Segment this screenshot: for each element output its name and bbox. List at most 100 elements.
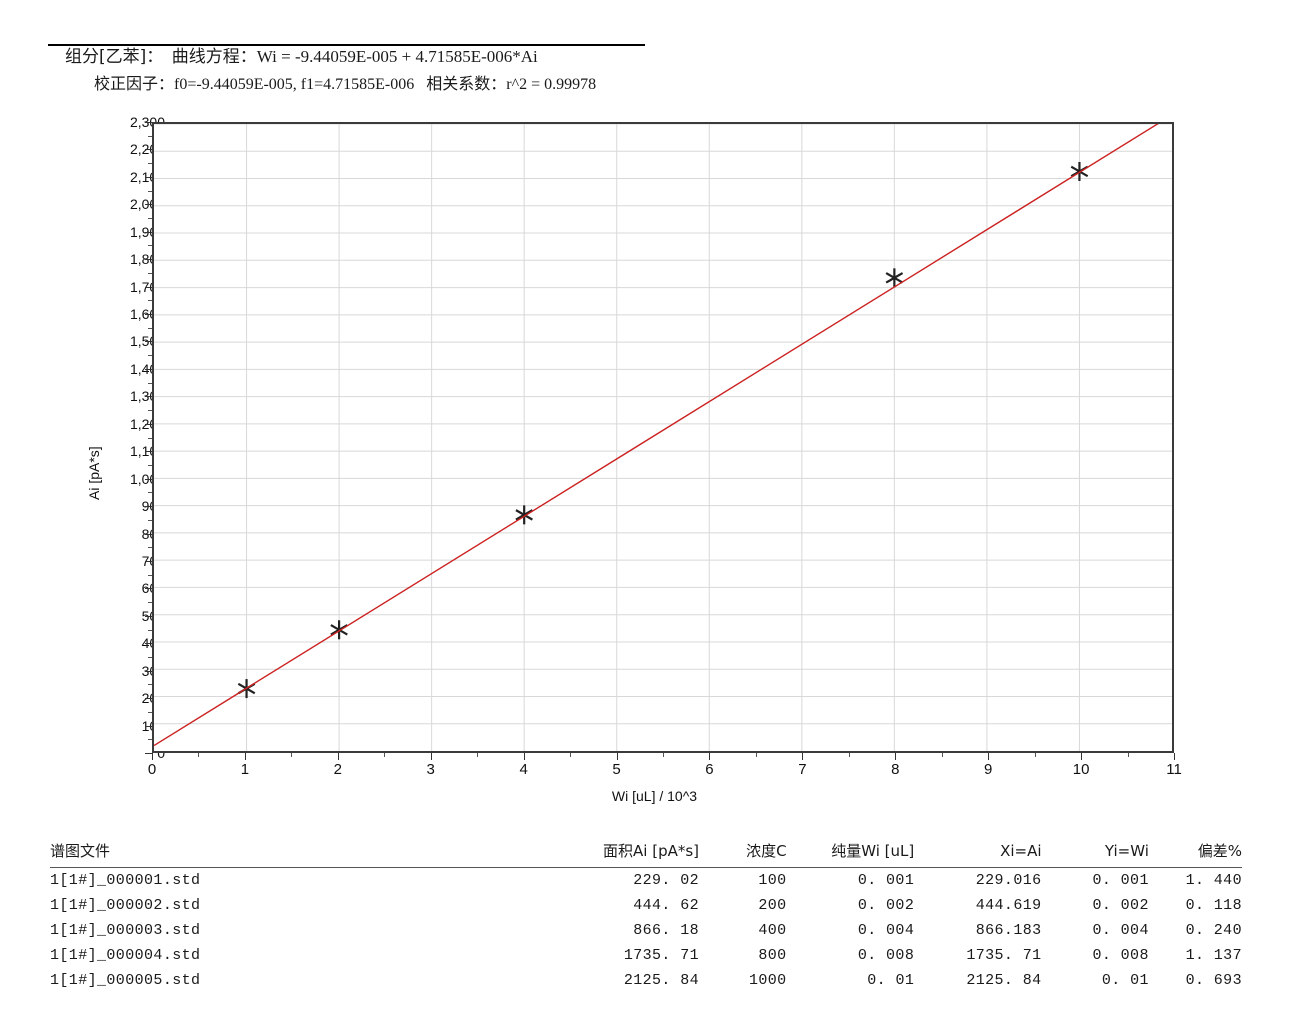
table-body: 1[1#]_000001.std 229. 02 100 0. 001 229.016 0… bbox=[50, 868, 1242, 994]
cell-area: 229. 02 bbox=[633, 872, 700, 889]
cell-yi: 0. 004 bbox=[1092, 922, 1149, 939]
x-tick-mark bbox=[152, 753, 153, 760]
y-tick-mark bbox=[145, 670, 152, 672]
y-tick-minor bbox=[148, 190, 152, 192]
x-tick-mark bbox=[616, 753, 618, 760]
y-tick-mark bbox=[145, 753, 152, 754]
x-tick-minor bbox=[1127, 753, 1129, 757]
cell-dev: 1. 440 bbox=[1185, 872, 1242, 889]
y-tick-mark bbox=[145, 478, 152, 480]
correction-factor-value: f0=-9.44059E-005, f1=4.71585E-006 bbox=[174, 76, 415, 93]
x-tick-mark bbox=[802, 753, 804, 760]
y-tick-mark bbox=[145, 341, 152, 343]
cell-xi: 866.183 bbox=[975, 922, 1042, 939]
y-tick-mark bbox=[145, 176, 152, 178]
y-tick-mark bbox=[145, 368, 152, 370]
x-tick-mark bbox=[430, 753, 432, 760]
header-underline bbox=[48, 44, 645, 46]
cell-conc: 100 bbox=[758, 872, 787, 889]
y-tick-minor bbox=[148, 711, 152, 713]
x-tick-mark bbox=[523, 753, 525, 760]
cell-area: 866. 18 bbox=[633, 922, 700, 939]
column-header-xi: Xi=Ai bbox=[1000, 841, 1042, 860]
x-tick-minor bbox=[198, 753, 200, 757]
y-tick-minor bbox=[148, 519, 152, 521]
table-row[interactable]: 1[1#]_000002.std 444. 62 200 0. 002 444.619 0… bbox=[50, 893, 1242, 918]
column-header-amount: 纯量Wi [uL] bbox=[831, 842, 915, 860]
cell-yi: 0. 002 bbox=[1092, 897, 1149, 914]
x-tick-minor bbox=[291, 753, 293, 757]
y-tick-minor bbox=[148, 574, 152, 576]
column-header-yi: Yi=Wi bbox=[1104, 841, 1149, 860]
x-tick-label: 4 bbox=[519, 761, 528, 778]
cell-file: 1[1#]_000004.std bbox=[50, 947, 201, 964]
x-tick-mark bbox=[1174, 753, 1175, 760]
table-row[interactable]: 1[1#]_000004.std 1735. 71 800 0. 008 1735. 7… bbox=[50, 943, 1242, 968]
table-head: 谱图文件 面积Ai [pA*s] 浓度C 纯量Wi [uL] Xi=Ai Yi=… bbox=[50, 838, 1242, 868]
y-tick-mark bbox=[145, 451, 152, 453]
y-tick-minor bbox=[148, 492, 152, 494]
y-tick-mark bbox=[145, 560, 152, 562]
correction-factor-label: 校正因子： bbox=[94, 74, 175, 93]
cell-area: 2125. 84 bbox=[623, 972, 700, 989]
cell-dev: 0. 693 bbox=[1185, 972, 1242, 989]
x-tick-label: 7 bbox=[798, 761, 807, 778]
y-tick-minor bbox=[148, 547, 152, 549]
y-tick-mark bbox=[145, 204, 152, 206]
x-tick-mark bbox=[988, 753, 990, 760]
x-tick-mark bbox=[895, 753, 897, 760]
y-tick-mark bbox=[145, 588, 152, 590]
y-tick-mark bbox=[145, 122, 152, 123]
y-tick-minor bbox=[148, 629, 152, 631]
table-row[interactable]: 1[1#]_000001.std 229. 02 100 0. 001 229.016 0… bbox=[50, 868, 1242, 894]
component-label: 组分[乙苯]： bbox=[65, 47, 164, 67]
cell-file: 1[1#]_000003.std bbox=[50, 922, 201, 939]
y-tick-mark bbox=[145, 314, 152, 316]
x-tick-label: 9 bbox=[984, 761, 993, 778]
plot-series bbox=[154, 124, 1172, 751]
y-tick-mark bbox=[145, 615, 152, 617]
y-tick-label: 0 bbox=[157, 745, 165, 761]
cell-conc: 800 bbox=[758, 947, 787, 964]
y-tick-minor bbox=[148, 135, 152, 137]
x-tick-label: 8 bbox=[891, 761, 900, 778]
y-tick-minor bbox=[148, 163, 152, 165]
cell-file: 1[1#]_000001.std bbox=[50, 872, 201, 889]
header-factor-line: 校正因子：f0=-9.44059E-005, f1=4.71585E-006 相… bbox=[78, 52, 596, 112]
x-tick-minor bbox=[384, 753, 386, 757]
y-tick-minor bbox=[148, 272, 152, 274]
cell-area: 444. 62 bbox=[633, 897, 700, 914]
y-tick-minor bbox=[148, 464, 152, 466]
x-axis-title: Wi [uL] / 10^3 bbox=[611, 788, 698, 804]
x-tick-label: 1 bbox=[240, 761, 250, 778]
cell-amount: 0. 001 bbox=[857, 872, 915, 889]
x-tick-label: 11 bbox=[1166, 761, 1182, 778]
cell-dev: 0. 118 bbox=[1185, 897, 1242, 914]
y-tick-mark bbox=[145, 286, 152, 288]
cell-xi: 444.619 bbox=[975, 897, 1042, 914]
x-tick-minor bbox=[848, 753, 850, 757]
x-tick-mark bbox=[244, 753, 246, 760]
cell-dev: 1. 137 bbox=[1185, 947, 1242, 964]
y-tick-minor bbox=[148, 739, 152, 741]
cell-yi: 0. 01 bbox=[1101, 972, 1149, 989]
cell-xi: 229.016 bbox=[975, 872, 1042, 889]
table-row[interactable]: 1[1#]_000005.std 2125. 84 1000 0. 01 2125. 8… bbox=[50, 968, 1242, 993]
x-tick-label: 10 bbox=[1072, 761, 1090, 778]
cell-xi: 1735. 71 bbox=[966, 947, 1042, 964]
cell-dev: 0. 240 bbox=[1185, 922, 1242, 939]
column-header-file: 谱图文件 bbox=[50, 842, 111, 860]
y-tick-minor bbox=[148, 355, 152, 357]
plot-frame bbox=[152, 122, 1174, 753]
column-header-dev: 偏差% bbox=[1197, 842, 1242, 860]
column-header-conc: 浓度C bbox=[746, 842, 787, 860]
y-tick-mark bbox=[145, 698, 152, 700]
curve-equation-value: Wi = -9.44059E-005 + 4.71585E-006*Ai bbox=[256, 47, 538, 66]
y-tick-mark bbox=[145, 423, 152, 425]
x-tick-label: 6 bbox=[705, 761, 714, 778]
y-tick-minor bbox=[148, 300, 152, 302]
table-row[interactable]: 1[1#]_000003.std 866. 18 400 0. 004 866.183 0… bbox=[50, 918, 1242, 943]
y-tick-mark bbox=[145, 725, 152, 727]
y-tick-minor bbox=[148, 437, 152, 439]
cell-conc: 400 bbox=[758, 922, 787, 939]
